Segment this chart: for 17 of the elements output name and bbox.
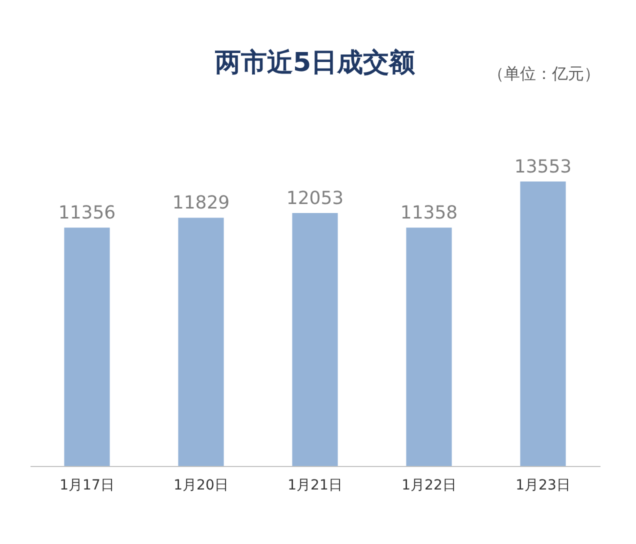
chart-title: 两市近5日成交额 xyxy=(214,48,416,78)
text: （单位：亿元） xyxy=(488,64,600,83)
bar xyxy=(406,228,452,466)
x-tick-label: 1月23日 xyxy=(516,478,570,494)
bar xyxy=(520,182,566,466)
data-label: 12053 xyxy=(286,188,344,210)
bar xyxy=(178,218,224,466)
data-label: 11829 xyxy=(172,192,230,214)
x-tick-label: 1月21日 xyxy=(288,478,342,494)
bar xyxy=(64,228,110,466)
x-tick-label: 1月17日 xyxy=(60,478,114,494)
data-label: 13553 xyxy=(514,156,572,178)
x-tick-label: 1月20日 xyxy=(174,478,228,494)
x-tick-label: 1月22日 xyxy=(402,478,456,494)
data-label: 11358 xyxy=(400,202,458,224)
bar xyxy=(292,213,338,466)
data-label: 11356 xyxy=(58,202,116,224)
